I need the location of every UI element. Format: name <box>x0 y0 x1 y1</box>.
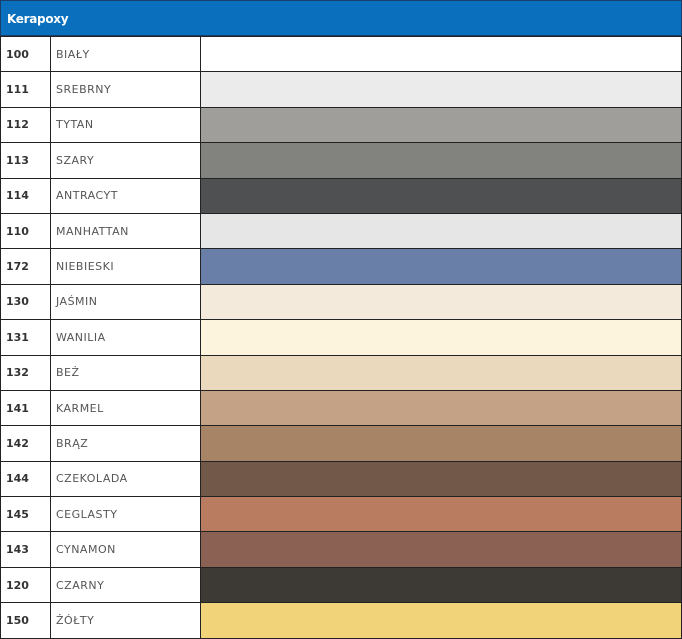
color-code: 141 <box>0 389 51 427</box>
color-swatch <box>200 248 682 285</box>
color-code: 131 <box>0 319 51 356</box>
color-code: 172 <box>0 248 51 285</box>
color-code: 144 <box>0 460 51 498</box>
color-name: BIAŁY <box>50 35 201 73</box>
color-code: 142 <box>0 425 51 462</box>
color-swatch <box>200 566 682 604</box>
color-swatch <box>200 283 682 321</box>
table-row: 100 BIAŁY <box>0 35 682 73</box>
color-code: 110 <box>0 212 51 250</box>
color-swatch <box>200 425 682 462</box>
color-name: SREBRNY <box>50 71 201 108</box>
color-code: 100 <box>0 35 51 73</box>
color-swatch <box>200 460 682 498</box>
color-code: 120 <box>0 566 51 604</box>
color-name: KARMEL <box>50 389 201 427</box>
table-title: Kerapoxy <box>0 0 682 36</box>
color-name: ŻÓŁTY <box>50 602 201 639</box>
table-row: 112 TYTAN <box>0 106 682 144</box>
color-code: 145 <box>0 496 51 533</box>
color-code: 113 <box>0 142 51 179</box>
color-swatch <box>200 602 682 639</box>
color-swatch <box>200 531 682 568</box>
color-swatch <box>200 212 682 250</box>
color-name: NIEBIESKI <box>50 248 201 285</box>
color-name: WANILIA <box>50 319 201 356</box>
color-name: CZARNY <box>50 566 201 604</box>
color-code: 143 <box>0 531 51 568</box>
color-swatch <box>200 496 682 533</box>
color-name: BRĄZ <box>50 425 201 462</box>
table-row: 120 CZARNY <box>0 566 682 604</box>
color-code: 112 <box>0 106 51 144</box>
color-name: SZARY <box>50 142 201 179</box>
color-swatch <box>200 35 682 73</box>
color-name: JAŚMIN <box>50 283 201 321</box>
table-row: 110 MANHATTAN <box>0 212 682 250</box>
color-swatch <box>200 354 682 391</box>
color-code: 150 <box>0 602 51 639</box>
color-swatch <box>200 106 682 144</box>
color-name: TYTAN <box>50 106 201 144</box>
color-swatch <box>200 71 682 108</box>
table-row: 141 KARMEL <box>0 389 682 427</box>
table-row: 150 ŻÓŁTY <box>0 602 682 639</box>
color-code: 130 <box>0 283 51 321</box>
color-name: CYNAMON <box>50 531 201 568</box>
table-row: 172 NIEBIESKI <box>0 248 682 285</box>
color-swatch <box>200 319 682 356</box>
table-row: 145 CEGLASTY <box>0 496 682 533</box>
color-code: 111 <box>0 71 51 108</box>
color-swatch <box>200 177 682 214</box>
color-name: BEŻ <box>50 354 201 391</box>
color-code: 132 <box>0 354 51 391</box>
table-row: 114 ANTRACYT <box>0 177 682 214</box>
color-swatch <box>200 389 682 427</box>
color-name: MANHATTAN <box>50 212 201 250</box>
table-row: 131 WANILIA <box>0 319 682 356</box>
table-row: 142 BRĄZ <box>0 425 682 462</box>
table-row: 113 SZARY <box>0 142 682 179</box>
table-row: 130 JAŚMIN <box>0 283 682 321</box>
color-swatch <box>200 142 682 179</box>
color-code: 114 <box>0 177 51 214</box>
color-name: CEGLASTY <box>50 496 201 533</box>
table-row: 111 SREBRNY <box>0 71 682 108</box>
color-name: ANTRACYT <box>50 177 201 214</box>
table-row: 132 BEŻ <box>0 354 682 391</box>
table-row: 143 CYNAMON <box>0 531 682 568</box>
color-name: CZEKOLADA <box>50 460 201 498</box>
color-list: 100 BIAŁY 111 SREBRNY 112 TYTAN 113 SZARY 114 ANT… <box>0 35 682 639</box>
table-row: 144 CZEKOLADA <box>0 460 682 498</box>
